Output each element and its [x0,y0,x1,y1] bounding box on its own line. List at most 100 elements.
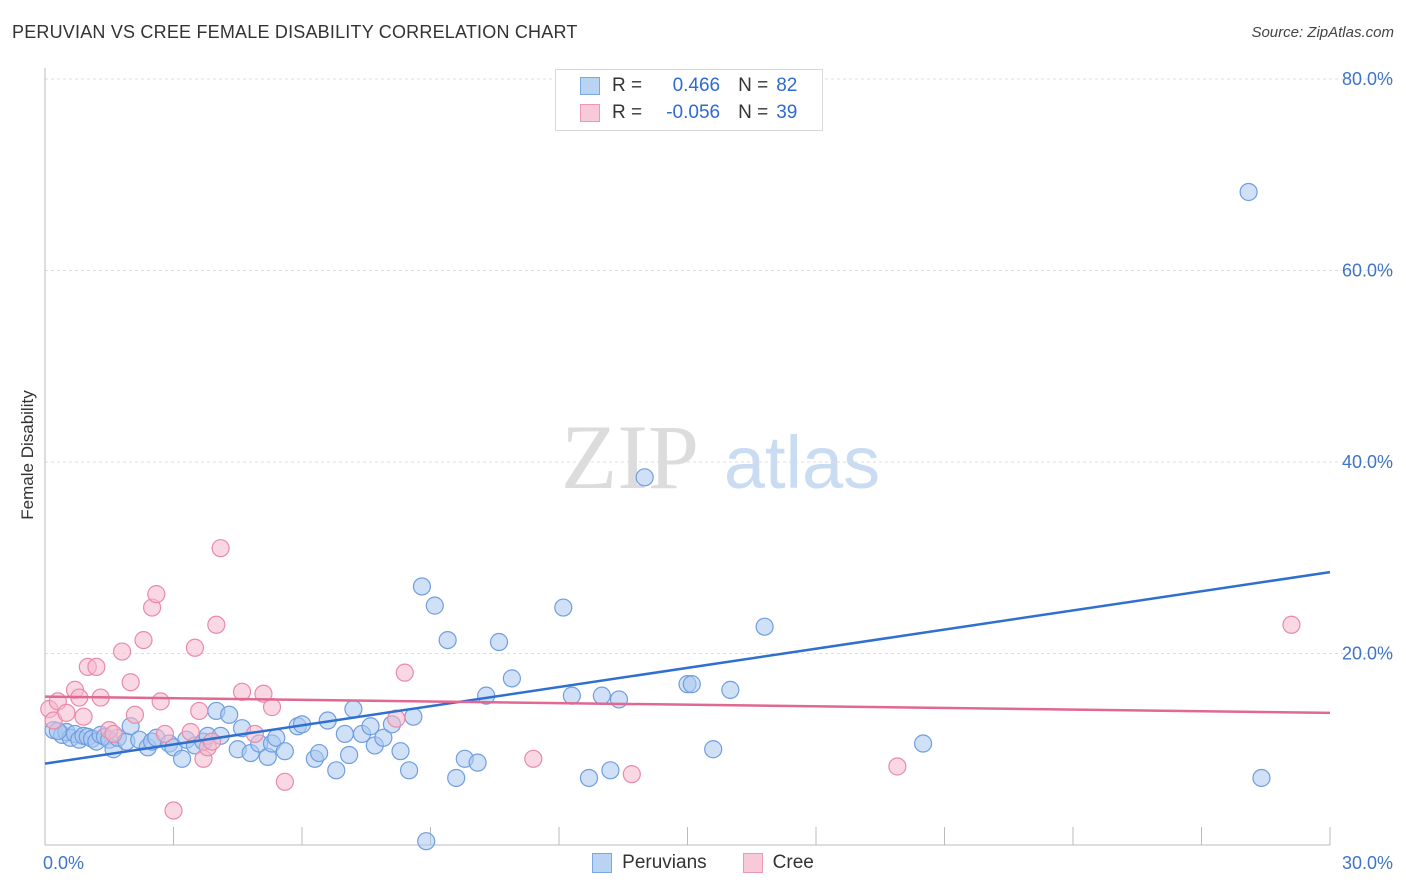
cree-point-13 [121,673,140,692]
peruvians-point-77 [755,617,774,636]
legend-row-cree: R = -0.056 N = 39 [580,101,797,125]
cree-legend-swatch [742,853,763,873]
peruvians-point-79 [1239,182,1258,202]
legend-n-value-1: 82 [776,75,798,96]
y-tick-label-1: 40.0% [1342,452,1393,472]
legend-n-label-2: N = [738,102,769,123]
peruvians-point-58 [425,596,444,615]
zipatlas-watermark: ZIP atlas [561,406,880,508]
peruvians-point-45 [335,724,354,744]
cree-legend-label: Cree [772,852,814,873]
peruvians-point-54 [399,761,419,780]
trend-lines [44,570,1331,765]
correlation-legend: R = 0.466 N = 82 R = -0.056 N = 39 [555,69,823,131]
peruvians-point-69 [592,686,611,705]
cree-point-17 [147,585,166,604]
peruvians-point-42 [310,743,329,763]
peruvians-point-60 [447,768,466,788]
cree-point-18 [151,692,170,711]
y-tick-label-2: 60.0% [1342,261,1393,281]
cree-point-19 [155,724,175,744]
cree-point-26 [202,732,222,751]
peruvians-point-30 [220,705,239,724]
peruvians-point-53 [391,742,410,761]
peruvians-trend-line [44,570,1331,765]
legend-item-peruvians: Peruvians [592,852,707,874]
x-tick-labels: 0.0% 30.0% [43,853,1393,873]
cree-point-8 [87,657,106,677]
peruvians-point-23 [172,749,192,768]
cree-point-39 [1282,615,1301,634]
cree-point-27 [207,615,226,634]
peruvians-point-74 [682,675,701,694]
cree-point-14 [125,705,145,724]
peruvians-point-78 [913,734,933,753]
legend-r-value-2: -0.056 [666,102,721,123]
peruvians-point-68 [579,768,599,788]
peruvians-point-59 [438,630,457,650]
cree-point-3 [57,703,76,722]
legend-n-label-1: N = [738,75,769,96]
peruvians-point-64 [489,632,509,652]
cree-point-33 [275,772,294,791]
cree-point-23 [190,701,209,721]
y-tick-labels: 20.0% 40.0% 60.0% 80.0% [1342,69,1393,664]
peruvians-point-80 [1252,768,1271,788]
peruvians-point-51 [374,728,393,747]
cree-point-22 [185,638,205,657]
peruvians-point-49 [361,717,380,736]
peruvians-point-44 [327,761,346,780]
peruvians-point-46 [340,745,359,765]
peruvians-point-76 [721,680,740,699]
x-tick-label-start: 0.0% [43,853,84,873]
chart-title: PERUVIAN VS CREE FEMALE DISABILITY CORRE… [12,22,578,42]
peruvians-point-70 [601,761,620,780]
cree-point-21 [181,722,200,742]
peruvians-point-38 [275,742,294,761]
x-tick-label-end: 30.0% [1342,853,1393,873]
peruvians-point-66 [554,598,573,617]
cree-point-36 [524,749,543,768]
cree-point-31 [254,684,273,703]
cree-points [40,539,1301,820]
peruvians-points [44,182,1271,851]
cree-point-6 [74,707,93,726]
cree-trend-line [44,695,1331,715]
peruvians-legend-label: Peruvians [622,852,707,873]
peruvians-point-75 [704,740,723,759]
legend-r-label-1: R = [612,75,643,96]
peruvians-swatch [580,77,600,95]
legend-row-peruvians: R = 0.466 N = 82 [580,74,797,98]
peruvians-point-72 [635,468,654,487]
y-tick-label-3: 80.0% [1342,69,1393,89]
cree-point-28 [211,539,230,558]
cree-point-37 [622,765,641,784]
legend-n-value-2: 39 [776,102,798,123]
cree-swatch [580,104,600,122]
peruvians-point-71 [609,690,629,709]
peruvians-legend-swatch [592,853,613,873]
peruvians-point-65 [502,669,521,688]
cree-point-15 [134,630,153,650]
cree-point-35 [395,663,414,682]
cree-point-12 [112,642,132,661]
source-credit: Source: ZipAtlas.com [1251,24,1394,41]
cree-point-29 [232,682,252,701]
legend-r-value-1: 0.466 [672,75,721,96]
peruvians-point-57 [417,832,436,851]
series-legend: Peruvians Cree [0,852,1406,874]
cree-point-32 [262,698,282,717]
peruvians-point-67 [562,686,581,705]
peruvians-point-62 [468,753,487,772]
legend-r-label-2: R = [612,102,643,123]
cree-point-11 [104,724,123,744]
peruvians-point-56 [412,577,432,596]
peruvians-point-47 [344,699,363,719]
cree-point-20 [164,801,183,820]
y-tick-label-0: 20.0% [1342,644,1393,664]
watermark-zip: ZIP [561,406,699,508]
grid-lines [45,78,1392,654]
legend-item-cree: Cree [742,852,814,874]
cree-point-38 [888,757,907,776]
